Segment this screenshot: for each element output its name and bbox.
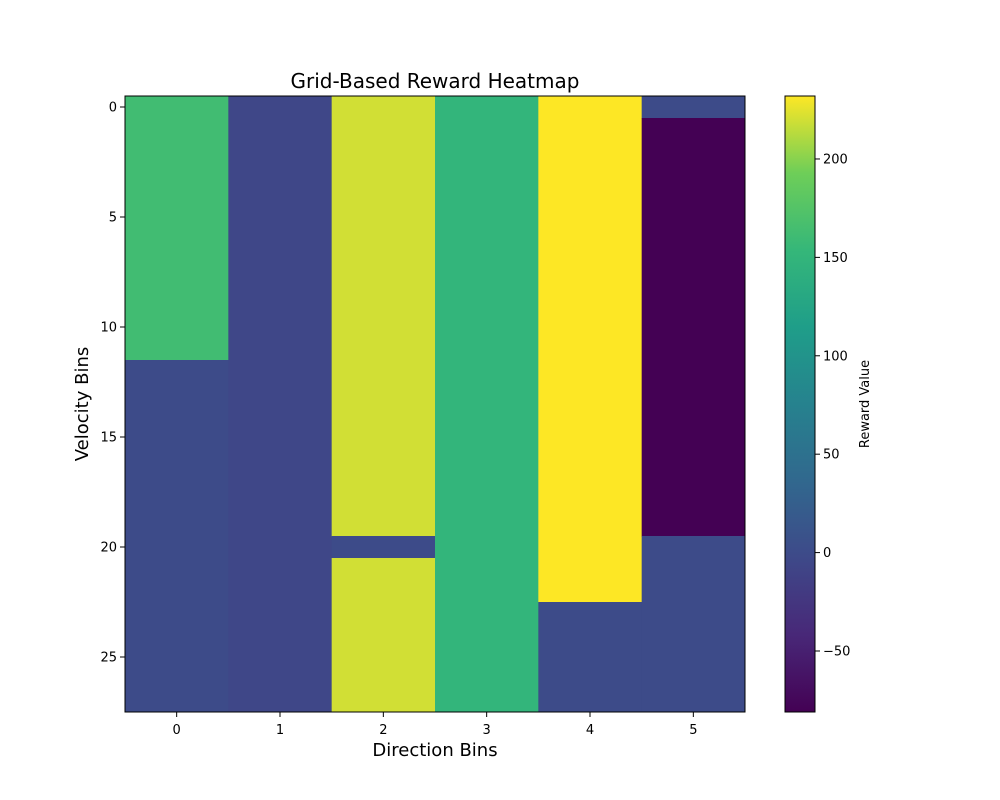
colorbar-tick-label: 200 (823, 152, 848, 167)
x-axis-ticks: 0 1 2 3 4 5 (173, 712, 697, 738)
x-tick-label: 2 (379, 723, 387, 738)
colorbar-tick-label: 150 (823, 251, 848, 266)
y-axis-ticks: 0 5 10 15 20 25 (100, 101, 125, 666)
colorbar-ticks: 200 150 100 50 0 −50 (815, 152, 850, 659)
colorbar-label: Reward Value (858, 360, 873, 448)
x-tick-label: 0 (173, 723, 181, 738)
heatmap-cells (125, 96, 746, 713)
heatmap-cell (641, 96, 746, 119)
colorbar (785, 96, 815, 712)
x-tick-label: 4 (586, 723, 594, 738)
colorbar-tick-label: 100 (823, 349, 848, 364)
y-axis-label: Velocity Bins (72, 347, 93, 461)
x-axis-label: Direction Bins (372, 740, 497, 761)
heatmap-cell (435, 96, 539, 713)
heatmap-cell (641, 118, 746, 537)
heatmap-cell (331, 96, 436, 537)
heatmap-cell (641, 536, 746, 713)
x-tick-label: 1 (276, 723, 284, 738)
y-tick-label: 15 (100, 431, 117, 446)
colorbar-tick-label: 50 (823, 448, 840, 463)
x-tick-label: 3 (483, 723, 491, 738)
y-tick-label: 0 (109, 101, 117, 116)
colorbar-frame (784, 95, 816, 713)
heatmap-cell (228, 96, 333, 713)
y-tick-label: 20 (100, 541, 117, 556)
colorbar-tick-label: −50 (823, 644, 850, 659)
x-tick-label: 5 (689, 723, 697, 738)
chart-title: Grid-Based Reward Heatmap (291, 69, 580, 93)
colorbar-tick-label: 0 (823, 546, 831, 561)
heatmap-cell (538, 602, 643, 713)
heatmap-cell (331, 536, 436, 559)
heatmap-cell (538, 96, 643, 603)
heatmap-cell (125, 96, 229, 361)
plot-frame (124, 95, 746, 713)
y-tick-label: 25 (100, 651, 117, 666)
y-tick-label: 10 (100, 321, 117, 336)
y-tick-label: 5 (109, 211, 117, 226)
heatmap-cell (125, 360, 229, 713)
heatmap-cell (331, 558, 436, 713)
